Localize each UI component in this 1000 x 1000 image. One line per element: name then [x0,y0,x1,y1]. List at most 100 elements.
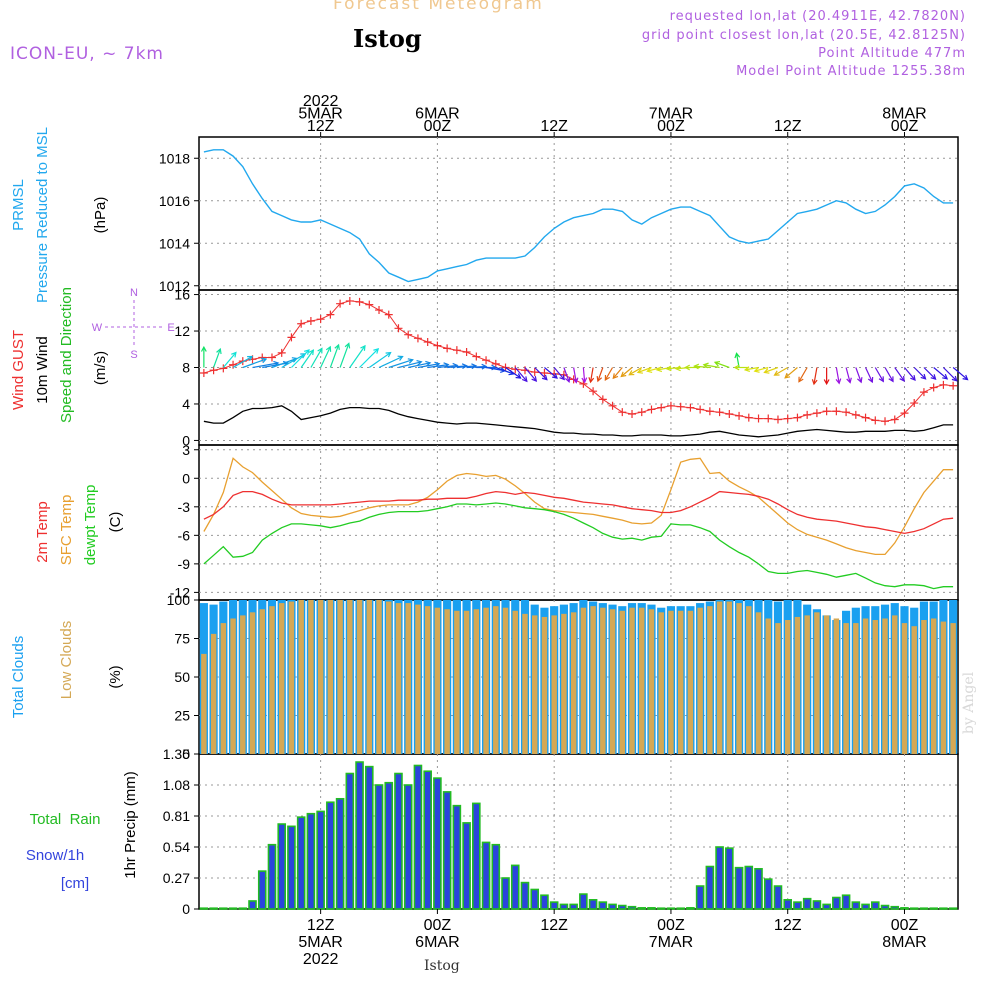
temperature-y-ticks: 3 0 -3 -6 -9 -12 [170,442,199,600]
gust-marker [676,402,685,411]
top-time-label: 5MAR [298,106,342,123]
gust-marker [326,310,335,319]
wind-direction-arrow [242,358,267,369]
wind-direction-arrow [300,349,314,368]
low-clouds-bar [629,607,635,754]
rain-bar [783,899,793,910]
rain-bar [296,816,306,910]
y-tick-label: 1.35 [163,746,190,762]
gust-marker [598,395,607,404]
wind-arrow-head [798,376,804,383]
bottom-time-label: 00Z [657,917,685,934]
rain-bar [549,901,559,910]
low-clouds-bar [716,601,723,754]
top-time-label: 6MAR [415,106,459,123]
wind-direction-arrow [398,361,422,369]
gust-marker [287,333,296,342]
gust-marker [910,399,919,408]
precip-series [199,761,958,910]
rain-bar [559,903,569,910]
wind-direction-arrow [378,355,403,369]
wind-arrow-head [515,373,522,379]
temp-unit-label: (C) [107,512,124,533]
low-clouds-bar [950,623,956,754]
wind-arrow-head [867,376,874,384]
low-clouds-bar [493,606,499,754]
rain-bar [822,903,831,910]
gust-marker [297,319,306,328]
rain-bar [442,791,452,910]
wind-direction-arrow [835,367,840,384]
rain-bar [734,866,744,910]
low-clouds-bar [619,610,626,754]
wind-arrow-head [835,378,842,385]
y-tick-label: 1012 [159,278,190,294]
temperature-panel: 30-3-6-9-12 2m Temp SFC Temp dewpt Temp … [34,442,958,600]
wind-series [199,296,969,438]
clouds-unit-label: (%) [107,665,124,688]
low-clouds-bar [201,653,207,754]
low-clouds-bar [784,620,791,754]
low-clouds-bar [843,623,849,754]
low-clouds-bar [512,610,518,754]
low-clouds-bar [240,615,246,754]
rain-bar [676,907,685,910]
gust-marker [316,315,325,324]
wind-direction-arrow [271,357,297,369]
rain-bar [832,896,841,910]
y-tick-label: 0 [182,470,190,486]
rain-bar [452,804,462,910]
rain-bar [841,894,851,910]
rain-bar [725,847,734,910]
gust-marker [267,353,276,362]
low-clouds-bar [726,601,733,754]
precip-panel-frame [198,753,959,910]
low-clouds-bar [308,600,314,754]
wind-arrow-head [581,377,588,384]
low-clouds-bar [395,603,402,754]
wind-direction-arrow [637,366,652,373]
bottom-time-label: 00Z [424,917,452,934]
wind-direction-arrow [437,364,458,369]
wind-arrow-head [216,347,222,355]
wind-arrow-head [620,371,627,378]
wind-arrow-head [531,375,538,382]
wind-direction-arrow [232,355,253,369]
forecast-meteogram-title: Forecast Meteogram [333,0,544,14]
gust-marker [715,408,724,417]
rain-bar [802,897,812,910]
gust-marker [949,381,958,390]
wind-arrow-head [733,364,740,371]
pressure-panel-frame [198,136,959,291]
pressure-msl-label: Pressure Reduced to MSL [34,127,51,303]
low-clouds-bar [687,610,694,754]
wind-direction-arrow [813,367,818,385]
rain-bar [491,843,501,910]
wind-arrow-head [407,358,414,364]
top-time-label: 12Z [307,118,335,135]
pressure-y-ticks: 1012 1014 1016 1018 [159,150,199,294]
gust-marker [939,380,948,389]
top-time-label: 00Z [424,118,452,135]
wind-direction-arrow [524,367,537,382]
gust-marker [452,346,461,355]
low-clouds-bar [872,620,879,754]
rain-bar [861,903,870,910]
rain-bar [715,846,724,910]
rain-bar [851,901,861,910]
wind-arrow-head [665,365,672,372]
rain-bar [890,905,900,910]
rain-bar [481,841,491,910]
gust-marker [443,344,452,353]
low-clouds-bar [298,600,304,754]
low-clouds-bar [697,607,703,754]
precip-panel: 1.35 1.08 0.81 0.54 0.27 0 Total Rain Snow/1h… [26,746,958,917]
snow-label: Snow/1h [26,847,84,864]
wind-arrow-head [612,373,619,380]
gust-marker [219,364,228,373]
wind-direction-arrow [703,364,720,369]
gust-marker [832,407,841,416]
compass-north-label: N [130,287,138,299]
y-tick-label: 0 [182,432,190,448]
